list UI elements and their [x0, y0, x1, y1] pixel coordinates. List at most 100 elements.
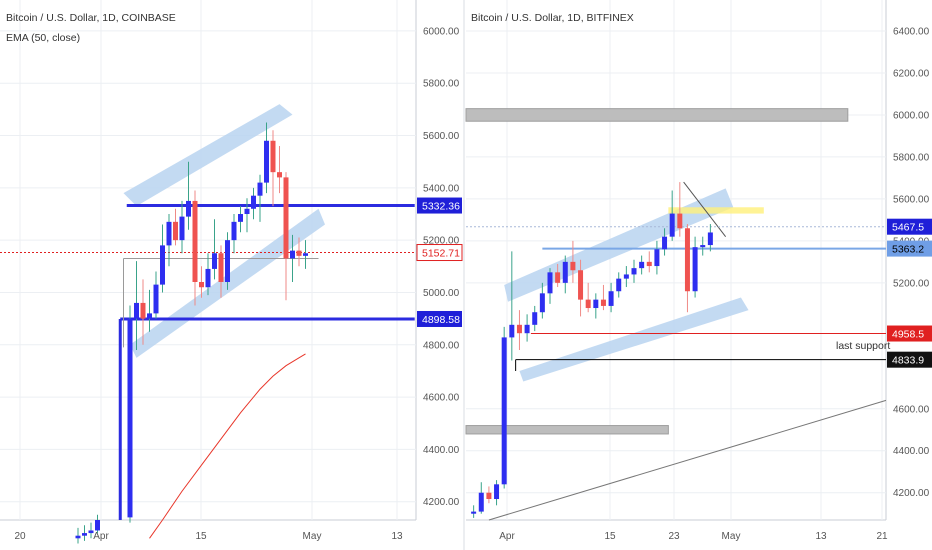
candle-body	[562, 261, 568, 283]
candle-body	[646, 261, 652, 267]
candle-body	[608, 291, 614, 306]
candle-body	[277, 172, 282, 178]
y-tick-label: 5600.00	[423, 131, 460, 142]
price-tag: 5467.5	[887, 218, 932, 235]
candle-body	[153, 284, 159, 314]
y-tick-label: 5600.00	[893, 194, 930, 205]
x-tick-label: May	[303, 531, 322, 542]
price-tag: 5152.71	[416, 244, 463, 262]
y-tick-label: 4200.00	[893, 488, 930, 499]
price-axis-bg	[886, 0, 932, 550]
price-tag-bg	[417, 310, 462, 327]
price-tag-bg	[887, 218, 932, 235]
y-tick-label: 4600.00	[893, 404, 930, 415]
y-tick-label: 6400.00	[893, 26, 930, 37]
y-tick-label: 5800.00	[893, 152, 930, 163]
price-tag: 4898.58	[417, 310, 462, 327]
candle-body	[173, 221, 178, 241]
y-tick-label: 5800.00	[423, 79, 460, 90]
candle-body	[677, 213, 683, 229]
candle-body	[524, 324, 530, 334]
x-tick-label: 20	[14, 531, 26, 542]
candle-body	[669, 213, 675, 237]
candle-body	[684, 228, 690, 292]
candle-body	[264, 140, 269, 183]
candle-body	[539, 293, 545, 313]
x-tick-label: 23	[668, 531, 680, 542]
price-tag-label: 5332.36	[422, 201, 460, 213]
y-tick-label: 4400.00	[423, 445, 460, 456]
y-tick-label: 5200.00	[423, 236, 460, 247]
price-tag-label: 4958.5	[892, 329, 924, 341]
x-tick-label: Apr	[499, 531, 515, 542]
price-tag: 4958.5	[887, 325, 932, 342]
y-tick-label: 5400.00	[423, 183, 460, 194]
candle-body	[238, 214, 243, 222]
price-tag-bg	[416, 244, 463, 262]
candle-body	[290, 250, 295, 259]
right-chart-title: Bitcoin / U.S. Dollar, 1D, BITFINEX	[471, 12, 634, 24]
candle-body	[199, 282, 204, 288]
long-trend-line	[488, 399, 887, 521]
candle-body	[192, 200, 198, 282]
candle-body	[478, 492, 484, 512]
channel-band-upper	[504, 188, 734, 302]
candle-body	[578, 270, 584, 300]
candle-body	[251, 195, 256, 209]
x-tick-label: 21	[876, 531, 888, 542]
y-tick-label: 4800.00	[423, 340, 460, 351]
candle-body	[303, 253, 308, 256]
candle-body	[623, 274, 629, 279]
candle-body	[639, 261, 645, 269]
candle-body	[160, 245, 165, 285]
price-tag-label: 4833.9	[892, 355, 924, 367]
price-tag: 5332.36	[417, 197, 462, 214]
price-tag-bg	[887, 351, 932, 368]
candle-body	[692, 247, 698, 292]
candle-body	[501, 337, 507, 485]
candle-body	[585, 299, 591, 309]
y-tick-label: 4200.00	[423, 497, 460, 508]
candle-body	[186, 200, 191, 217]
left-chart-panel: 6000.00 5800.00 5600.00 5400.00 5200.00 5000.…	[0, 0, 464, 550]
candle-body	[218, 253, 224, 282]
candle-body	[127, 318, 133, 518]
candle-body	[555, 272, 561, 283]
candle-body	[600, 299, 606, 306]
x-tick-label: 15	[604, 531, 616, 542]
right-chart-panel: 6400.006200.006000.005800.005600.005400.…	[465, 0, 932, 550]
candle-body	[95, 520, 100, 531]
price-tag-label: 5363.2	[892, 244, 924, 256]
y-tick-label: 6000.00	[893, 110, 930, 121]
y-tick-label: 4400.00	[893, 446, 930, 457]
trend-line-down	[683, 181, 727, 237]
y-tick-label: 5000.00	[423, 288, 460, 299]
left-chart-title: Bitcoin / U.S. Dollar, 1D, COINBASE	[6, 12, 176, 24]
candle-body	[654, 249, 660, 267]
candle-body	[179, 216, 185, 241]
price-axis-bg	[416, 0, 464, 550]
price-tag-bg	[887, 240, 932, 257]
gray-zone-lower	[465, 425, 669, 435]
candle-body	[231, 221, 237, 241]
channel-band-lower	[519, 297, 749, 382]
price-tag: 4833.9	[887, 351, 932, 368]
candle-body	[616, 278, 622, 292]
candle-body	[707, 232, 713, 246]
candle-body	[516, 324, 522, 334]
price-tag-bg	[417, 197, 462, 214]
candle-body	[212, 253, 217, 269]
x-tick-label: 13	[815, 531, 827, 542]
y-tick-label: 6000.00	[423, 26, 460, 37]
left-indicator-label: EMA (50, close)	[6, 32, 80, 44]
candle-body	[700, 245, 706, 248]
gray-zone-upper	[465, 108, 849, 122]
yellow-zone	[668, 207, 764, 214]
candle-body	[593, 299, 599, 309]
candle-body	[205, 268, 211, 288]
candle-body	[283, 177, 289, 259]
price-tag-label: 4898.58	[422, 314, 460, 326]
candle-body	[134, 302, 139, 319]
candle-body	[570, 261, 576, 271]
